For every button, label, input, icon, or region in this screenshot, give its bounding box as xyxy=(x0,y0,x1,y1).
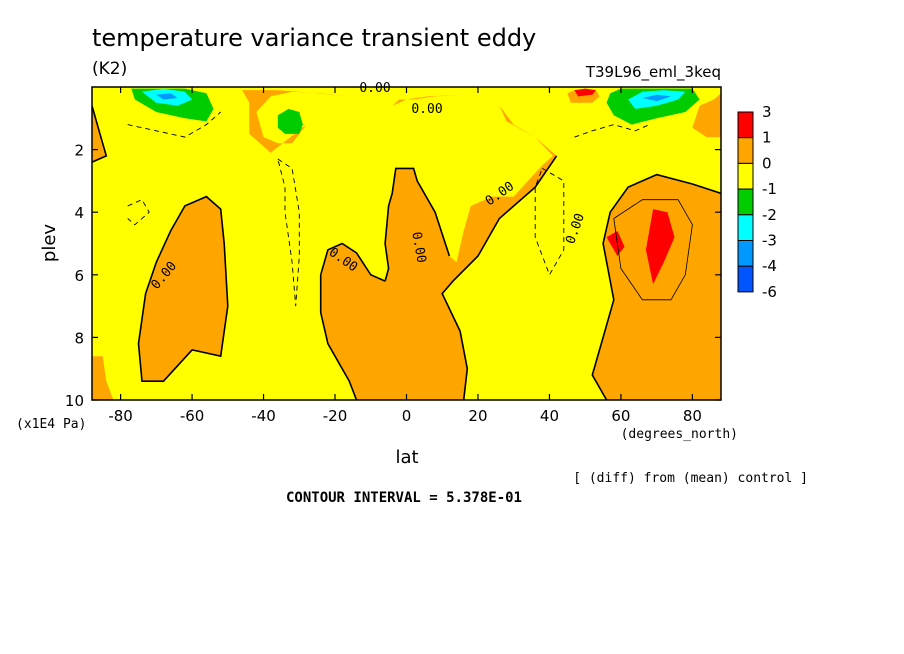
contour-solid-3 xyxy=(441,155,558,400)
y-axis: 2 4 6 8 10 xyxy=(65,142,721,410)
colorbar-label: 0 xyxy=(762,154,772,172)
x-units-label: (degrees_north) xyxy=(621,427,738,442)
x-tick-label: 20 xyxy=(468,407,487,425)
region-2 xyxy=(242,90,557,400)
x-axis: -80 -60 -40 -20 0 20 40 60 80 xyxy=(108,87,702,425)
contour-dashed-9 xyxy=(127,199,150,226)
footer-note: [ (diff) from (mean) control ] xyxy=(573,471,808,486)
x-tick-label: -40 xyxy=(251,407,276,425)
colorbar-label: -3 xyxy=(762,232,777,250)
region-5 xyxy=(692,93,721,138)
contour-interval: CONTOUR INTERVAL = 5.378E-01 xyxy=(286,490,522,506)
region-9 xyxy=(574,88,596,97)
contour-dashed-8 xyxy=(277,158,300,307)
contour-label: 0.00 xyxy=(411,102,442,117)
colorbar-label: -6 xyxy=(762,283,777,301)
x-tick-label: 40 xyxy=(540,407,559,425)
region-12 xyxy=(277,108,303,134)
contour-label: 0.00 xyxy=(359,81,390,96)
contour-solid-2 xyxy=(319,274,358,400)
region-16 xyxy=(642,94,671,102)
y-tick-label: 8 xyxy=(74,329,84,347)
contour-lines xyxy=(92,105,721,400)
colorbar-label: 1 xyxy=(762,129,772,147)
colorbar-label: -2 xyxy=(762,206,777,224)
y-tick-label: 2 xyxy=(74,142,84,160)
x-tick-label: -60 xyxy=(180,407,205,425)
contour-dashed-7 xyxy=(127,111,221,138)
region-0 xyxy=(92,356,114,400)
colorbar-label: 3 xyxy=(762,103,772,121)
colorbar-swatch xyxy=(737,214,754,242)
region-15 xyxy=(156,93,178,100)
region-7 xyxy=(645,209,675,285)
contour-solid-4 xyxy=(591,173,721,400)
run-label: T39L96_eml_3keq xyxy=(585,63,721,82)
x-tick-label: -20 xyxy=(323,407,348,425)
contour-thin-12 xyxy=(613,199,693,301)
contour-dashed-11 xyxy=(574,124,650,138)
y-axis-label: plev xyxy=(39,224,60,263)
colorbar-swatch xyxy=(737,162,754,190)
x-tick-label: 0 xyxy=(402,407,412,425)
region-3 xyxy=(592,174,721,400)
contour-label: 0.00 xyxy=(408,231,428,264)
contour-solid-5 xyxy=(319,242,386,282)
contour-solid-0 xyxy=(92,105,108,163)
colorbar-swatch xyxy=(737,188,754,216)
x-tick-label: -80 xyxy=(108,407,133,425)
x-axis-label: lat xyxy=(395,447,418,468)
x-tick-label: 60 xyxy=(611,407,630,425)
colorbar-label: -1 xyxy=(762,180,777,198)
units-label: (K2) xyxy=(92,59,127,79)
colorbar-swatch xyxy=(737,137,754,164)
colorbar-swatch xyxy=(737,111,754,139)
colorbar-swatch xyxy=(737,240,754,267)
chart-title: temperature variance transient eddy xyxy=(92,24,536,52)
contour-solid-6 xyxy=(384,167,451,282)
y-units-label: (x1E4 Pa) xyxy=(16,417,86,432)
y-tick-label: 4 xyxy=(74,204,84,222)
y-tick-label: 10 xyxy=(65,392,84,410)
colorbar-swatch xyxy=(737,265,754,293)
contour-solid-1 xyxy=(137,195,229,383)
colorbar: 3 1 0 -1 -2 -3 -4 -6 xyxy=(737,103,777,301)
region-8 xyxy=(606,231,625,256)
y-tick-label: 6 xyxy=(74,267,84,285)
x-tick-label: 80 xyxy=(683,407,702,425)
colorbar-label: -4 xyxy=(762,257,777,275)
region-1 xyxy=(138,196,228,382)
